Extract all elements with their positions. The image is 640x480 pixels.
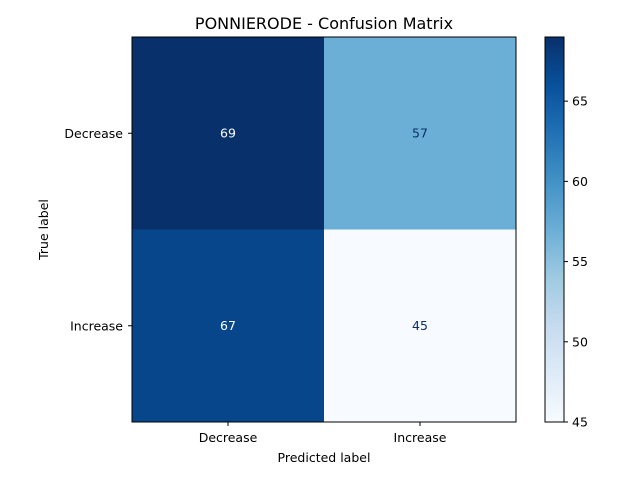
y-axis-ticks: Decrease Increase — [64, 126, 132, 333]
colorbar-tick-label: 50 — [572, 334, 588, 349]
cell-value-label: 67 — [220, 318, 236, 333]
heatmap-cell — [132, 229, 324, 422]
heatmap-cells — [132, 37, 516, 422]
colorbar-tick-label: 45 — [572, 415, 588, 430]
y-tick-label: Increase — [70, 318, 123, 333]
heatmap-cell — [132, 37, 324, 230]
plot-frame — [131, 36, 517, 423]
heatmap-cell — [324, 229, 516, 422]
colorbar-tick-label: 55 — [572, 254, 588, 269]
x-axis-ticks: Decrease Increase — [199, 422, 447, 445]
colorbar — [544, 36, 565, 423]
cell-value-label: 69 — [220, 125, 236, 140]
y-tick-label: Decrease — [64, 126, 123, 141]
cell-value-label: 57 — [412, 125, 428, 140]
chart-title: PONNIERODE - Confusion Matrix — [195, 14, 453, 33]
colorbar-tick-label: 60 — [572, 174, 588, 189]
heatmap-cell-labels: 69 57 67 45 — [220, 125, 428, 333]
colorbar-ticks: 45 50 55 60 65 — [564, 94, 588, 430]
x-tick-label: Increase — [394, 430, 447, 445]
x-axis-label: Predicted label — [278, 450, 371, 465]
x-tick-label: Decrease — [199, 430, 258, 445]
cell-value-label: 45 — [412, 318, 428, 333]
heatmap-cell — [324, 37, 516, 230]
colorbar-tick-label: 65 — [572, 94, 588, 109]
y-axis-label: True label — [36, 199, 51, 261]
